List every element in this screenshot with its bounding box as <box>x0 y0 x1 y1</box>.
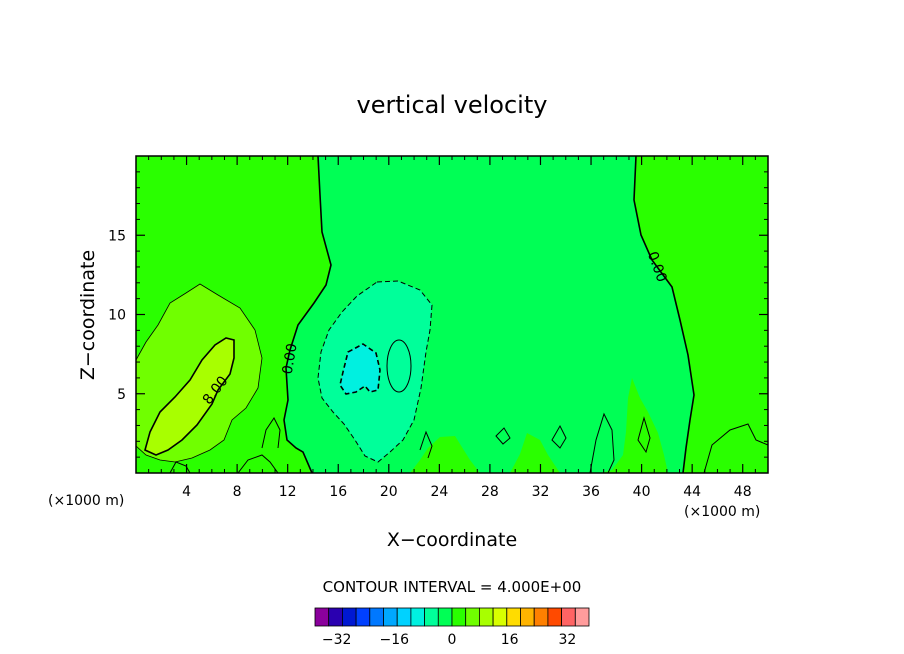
colorbar-swatch <box>561 607 576 627</box>
colorbar-swatch <box>478 607 494 627</box>
colorbar-swatch <box>547 607 563 627</box>
colorbar-tick-label: 0 <box>448 632 457 648</box>
contour-line-negative-small <box>386 339 412 393</box>
downdraft-inner-region <box>340 344 380 394</box>
x-axis-ticks: 4 8 12 16 20 24 28 32 36 40 44 48 <box>148 156 756 500</box>
x-tick-label: 36 <box>582 484 600 500</box>
contour-label: 0.00 <box>280 342 301 375</box>
contour-line-surface-3 <box>419 430 433 459</box>
contour-line-surface-7 <box>637 416 651 454</box>
colorbar-swatch <box>533 607 549 627</box>
colorbar-tick-label: 32 <box>558 632 576 648</box>
y-tick-label: 15 <box>108 228 126 244</box>
x-tick-label: 32 <box>532 484 550 500</box>
contour-line-surface-2 <box>261 417 281 449</box>
x-tick-label: 8 <box>233 484 242 500</box>
y-tick-label: 10 <box>108 308 126 324</box>
contour-line-surface-6 <box>589 412 615 473</box>
colorbar-swatch <box>506 607 521 627</box>
contour-line-positive-inner <box>144 337 235 456</box>
colorbar-swatch <box>341 607 357 627</box>
contour-line-zero-right <box>633 156 695 473</box>
contour-line-surface-8 <box>703 423 768 473</box>
colorbar-swatch <box>410 607 425 627</box>
x-unit-left: (×1000 m) <box>48 493 124 509</box>
colorbar-swatch <box>424 607 439 627</box>
x-tick-label: 48 <box>734 484 752 500</box>
contour-line-negative-inner <box>339 343 381 395</box>
x-unit-right: (×1000 m) <box>684 504 760 520</box>
x-tick-label: 28 <box>481 484 499 500</box>
colorbar-ticks: −32 −16 0 16 32 <box>322 632 576 648</box>
colorbar <box>314 607 590 627</box>
contour-line-surface-9 <box>169 461 191 473</box>
colorbar-swatch <box>520 607 535 627</box>
x-tick-label: 12 <box>279 484 297 500</box>
y-axis-label: Z−coordinate <box>77 250 99 380</box>
x-tick-label: 44 <box>683 484 701 500</box>
colorbar-swatch <box>383 607 398 627</box>
contour-line-positive-outer <box>136 283 263 463</box>
plot-area: 8.000.000.00 <box>135 155 769 474</box>
contour-line-surface-5 <box>495 427 511 445</box>
colorbar-swatch <box>451 607 467 627</box>
x-tick-label: 4 <box>182 484 191 500</box>
colorbar-swatch <box>355 607 371 627</box>
colorbar-swatch <box>492 607 508 627</box>
x-tick-label: 24 <box>430 484 448 500</box>
colorbar-swatch <box>437 607 453 627</box>
contour-line-zero-left <box>283 156 332 473</box>
colorbar-tick-label: −16 <box>380 632 410 648</box>
updraft-inner-region <box>145 338 234 455</box>
colorbar-swatch <box>314 607 330 627</box>
colorbar-tick-label: −32 <box>322 632 352 648</box>
colorbar-swatch <box>465 607 480 627</box>
colorbar-swatch <box>574 607 590 627</box>
contour-line-surface-1 <box>237 454 279 473</box>
contour-line-negative-outer <box>317 280 433 463</box>
contour-line-surface-4 <box>551 424 567 449</box>
y-tick-label: 5 <box>117 387 126 403</box>
colorbar-swatch <box>328 607 343 627</box>
chart-title: vertical velocity <box>357 91 548 119</box>
colorbar-tick-label: 16 <box>501 632 519 648</box>
colorbar-swatch <box>369 607 384 627</box>
colorbar-swatch <box>396 607 412 627</box>
y-axis-ticks: 5 10 15 <box>108 171 768 458</box>
x-tick-label: 16 <box>329 484 347 500</box>
x-axis-label: X−coordinate <box>387 529 517 551</box>
x-tick-label: 40 <box>633 484 651 500</box>
contour-interval-text: CONTOUR INTERVAL = 4.000E+00 <box>323 578 582 596</box>
x-tick-label: 20 <box>380 484 398 500</box>
